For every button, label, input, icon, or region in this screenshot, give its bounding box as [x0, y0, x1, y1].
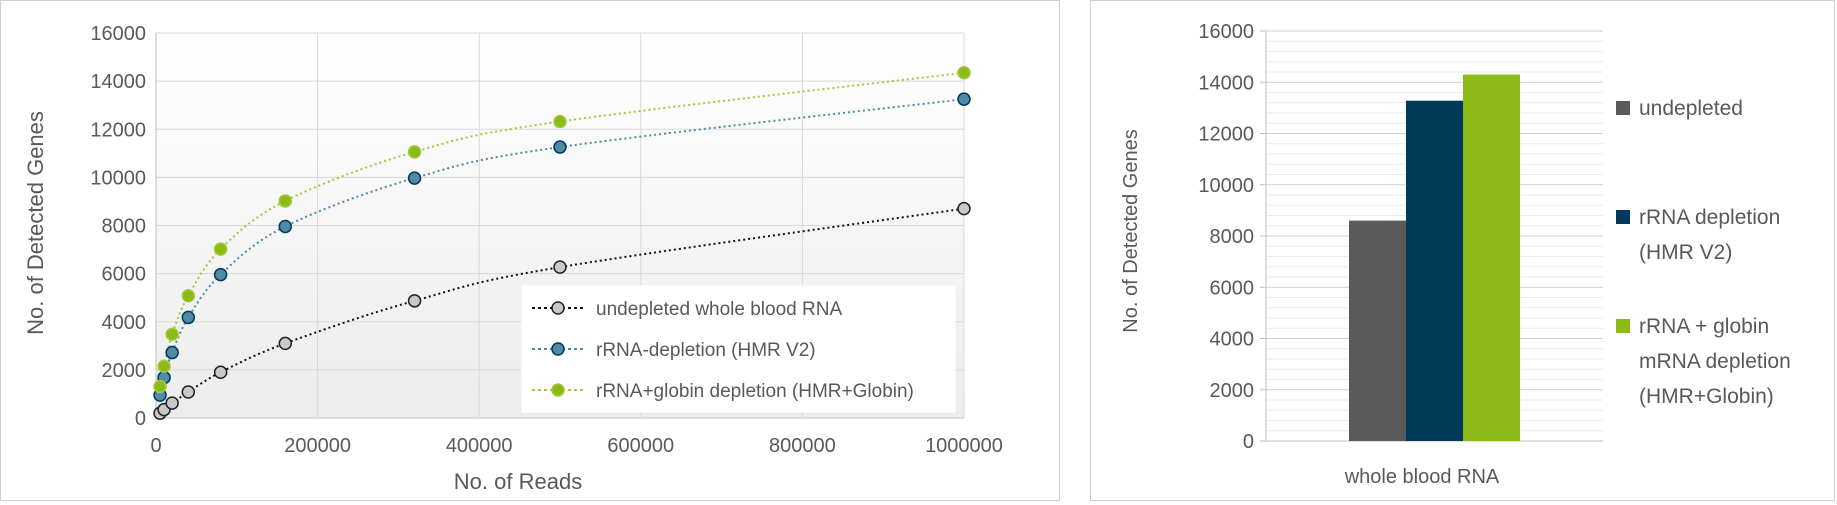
x-tick-label: 800000: [769, 435, 836, 457]
data-point-undepleted: [181, 385, 196, 399]
data-point-globin: [157, 359, 171, 374]
x-tick-label: 200000: [284, 435, 351, 457]
y-tick-label: 12000: [90, 119, 146, 141]
y-tick-label: 10000: [1198, 175, 1254, 197]
data-point-globin: [278, 194, 293, 208]
data-point-globin: [957, 65, 971, 80]
line-chart: 0 2000 4000 6000 8000 10000 12000 14000 16000 0 20…: [23, 23, 1003, 494]
bar-globin: [1463, 74, 1520, 441]
legend-item-undepleted: undepleted whole blood RNA: [532, 299, 842, 320]
y-tick-label: 4000: [102, 312, 147, 334]
bar-chart-panel: 0 2000 4000 6000 8000 10000 12000 14000 16000 wh…: [1090, 0, 1835, 501]
series-line-hmr: [159, 98, 965, 396]
data-point-undepleted: [165, 396, 179, 410]
data-point-hmr: [553, 140, 567, 154]
y-tick-label: 14000: [90, 71, 146, 93]
legend-label-hmr: rRNA-depletion (HMR V2): [596, 340, 816, 361]
line-chart-panel: 0 2000 4000 6000 8000 10000 12000 14000 16000 0 20…: [0, 0, 1060, 501]
y-tick-label: 2000: [1210, 380, 1255, 402]
x-tick-label: 600000: [607, 435, 674, 457]
data-point-globin: [153, 379, 167, 394]
y-tick-label: 6000: [102, 264, 147, 286]
legend-label-globin: rRNA+globin depletion (HMR+Globin): [596, 381, 914, 402]
series-line-globin: [159, 71, 965, 387]
x-tick-label: 400000: [446, 435, 513, 457]
legend-swatch-hmr: [1616, 210, 1630, 224]
legend-label-globin-line2: mRNA depletion: [1639, 350, 1791, 373]
x-tick-label: 0: [150, 435, 161, 457]
legend-label-globin-line1: rRNA + globin: [1639, 315, 1769, 338]
data-point-globin: [553, 114, 567, 129]
data-point-undepleted: [553, 260, 567, 274]
data-point-hmr: [407, 171, 422, 185]
data-point-undepleted: [213, 365, 228, 380]
legend-item-hmr: rRNA-depletion (HMR V2): [532, 340, 816, 361]
data-point-undepleted: [407, 294, 422, 308]
y-tick-label: 2000: [102, 360, 147, 382]
bar-legend: undepleted rRNA depletion (HMR V2) rRNA …: [1616, 97, 1791, 408]
legend-label-undepleted: undepleted whole blood RNA: [596, 299, 842, 320]
data-point-hmr: [165, 345, 179, 360]
data-point-hmr: [181, 310, 196, 325]
y-tick-label: 8000: [102, 216, 147, 238]
data-point-undepleted: [957, 201, 971, 216]
legend-swatch-globin: [1616, 319, 1630, 333]
data-point-globin: [165, 327, 179, 342]
y-tick-label: 0: [135, 408, 146, 430]
bar-chart: 0 2000 4000 6000 8000 10000 12000 14000 16000 wh…: [1120, 21, 1791, 488]
y-tick-label: 16000: [1198, 21, 1254, 43]
legend: undepleted whole blood RNA rRNA-depletio…: [521, 285, 956, 413]
legend-label-hmr-line1: rRNA depletion: [1639, 206, 1780, 229]
legend-swatch-undepleted: [1616, 101, 1630, 115]
data-point-hmr: [213, 267, 228, 282]
y-tick-label: 12000: [1198, 124, 1254, 146]
y-tick-label: 6000: [1210, 277, 1255, 299]
bar-y-axis-label: No. of Detected Genes: [1120, 129, 1142, 332]
data-point-globin: [407, 145, 422, 159]
y-tick-label: 4000: [1210, 329, 1255, 351]
y-tick-label: 0: [1243, 431, 1254, 453]
legend-label-hmr-line2: (HMR V2): [1639, 241, 1732, 264]
legend-box: [521, 285, 956, 413]
data-point-hmr: [278, 219, 293, 234]
bar-category-label: whole blood RNA: [1344, 466, 1500, 488]
data-point-undepleted: [278, 336, 293, 351]
data-point-hmr: [957, 92, 971, 106]
bar-undepleted: [1349, 220, 1406, 441]
y-tick-label: 8000: [1210, 226, 1255, 248]
x-tick-label: 1000000: [925, 435, 1003, 457]
y-tick-label: 10000: [90, 167, 146, 189]
data-point-globin: [213, 242, 228, 256]
bar-hmr: [1406, 100, 1463, 441]
x-axis-label: No. of Reads: [454, 469, 582, 494]
y-tick-label: 14000: [1198, 72, 1254, 94]
data-point-globin: [181, 289, 196, 303]
legend-label-globin-line3: (HMR+Globin): [1639, 385, 1774, 408]
legend-item-globin: rRNA+globin depletion (HMR+Globin): [532, 381, 914, 402]
y-tick-label: 16000: [90, 23, 146, 45]
legend-label-undepleted: undepleted: [1639, 97, 1743, 120]
y-axis-label: No. of Detected Genes: [23, 111, 48, 335]
